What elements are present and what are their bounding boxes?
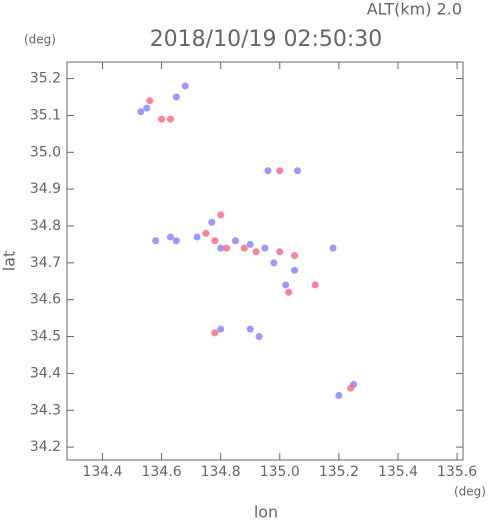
point: [285, 288, 293, 296]
point: [329, 244, 337, 252]
point: [166, 115, 174, 123]
y-axis-label: lat: [0, 251, 19, 272]
point: [246, 240, 254, 248]
point: [252, 248, 260, 256]
y-tick-label: 35.2: [30, 71, 61, 87]
x-tick-label: 134.8: [201, 464, 241, 480]
x-axis-label: lon: [254, 503, 278, 521]
x-unit: (deg): [454, 485, 486, 499]
point: [291, 251, 299, 259]
chart-subtitle: ALT(km) 2.0: [367, 0, 462, 19]
x-tick-label: 135.6: [437, 464, 477, 480]
point: [217, 325, 225, 333]
y-tick-label: 34.6: [30, 292, 61, 308]
point: [208, 218, 216, 226]
point: [137, 108, 145, 116]
point: [223, 244, 231, 252]
y-tick-label: 34.8: [30, 218, 61, 234]
point: [152, 237, 160, 245]
x-tick-label: 135.4: [378, 464, 418, 480]
x-tick-label: 135.2: [319, 464, 359, 480]
point: [217, 211, 225, 219]
point: [166, 233, 174, 241]
y-tick-label: 34.3: [30, 402, 61, 418]
point: [202, 229, 210, 237]
point: [291, 266, 299, 274]
point: [211, 329, 219, 337]
point: [146, 97, 154, 105]
point: [347, 384, 355, 392]
point: [217, 244, 225, 252]
point: [276, 167, 284, 175]
y-tick-label: 34.9: [30, 181, 61, 197]
point: [270, 259, 278, 267]
point: [311, 281, 319, 289]
point: [261, 244, 269, 252]
point: [255, 333, 263, 341]
point: [143, 104, 151, 112]
point: [240, 244, 248, 252]
point: [294, 167, 302, 175]
point: [172, 93, 180, 101]
x-tick-label: 134.6: [142, 464, 182, 480]
point: [335, 392, 343, 400]
point: [193, 233, 201, 241]
point: [181, 82, 189, 90]
x-tick-label: 134.4: [82, 464, 122, 480]
y-tick-label: 34.7: [30, 255, 61, 271]
point: [246, 325, 254, 333]
chart-title: 2018/10/19 02:50:30: [150, 27, 383, 52]
point: [276, 248, 284, 256]
y-unit: (deg): [24, 33, 56, 47]
point: [158, 115, 166, 123]
point: [211, 237, 219, 245]
y-tick-label: 34.2: [30, 439, 61, 455]
point: [264, 167, 272, 175]
y-tick-label: 35.1: [30, 107, 61, 123]
plot-frame: [66, 61, 464, 461]
y-tick-label: 34.4: [30, 365, 61, 381]
point: [282, 281, 290, 289]
y-tick-label: 35.0: [30, 144, 61, 160]
y-tick-label: 34.5: [30, 329, 61, 345]
point: [231, 237, 239, 245]
point: [172, 237, 180, 245]
x-tick-label: 135.0: [260, 464, 300, 480]
